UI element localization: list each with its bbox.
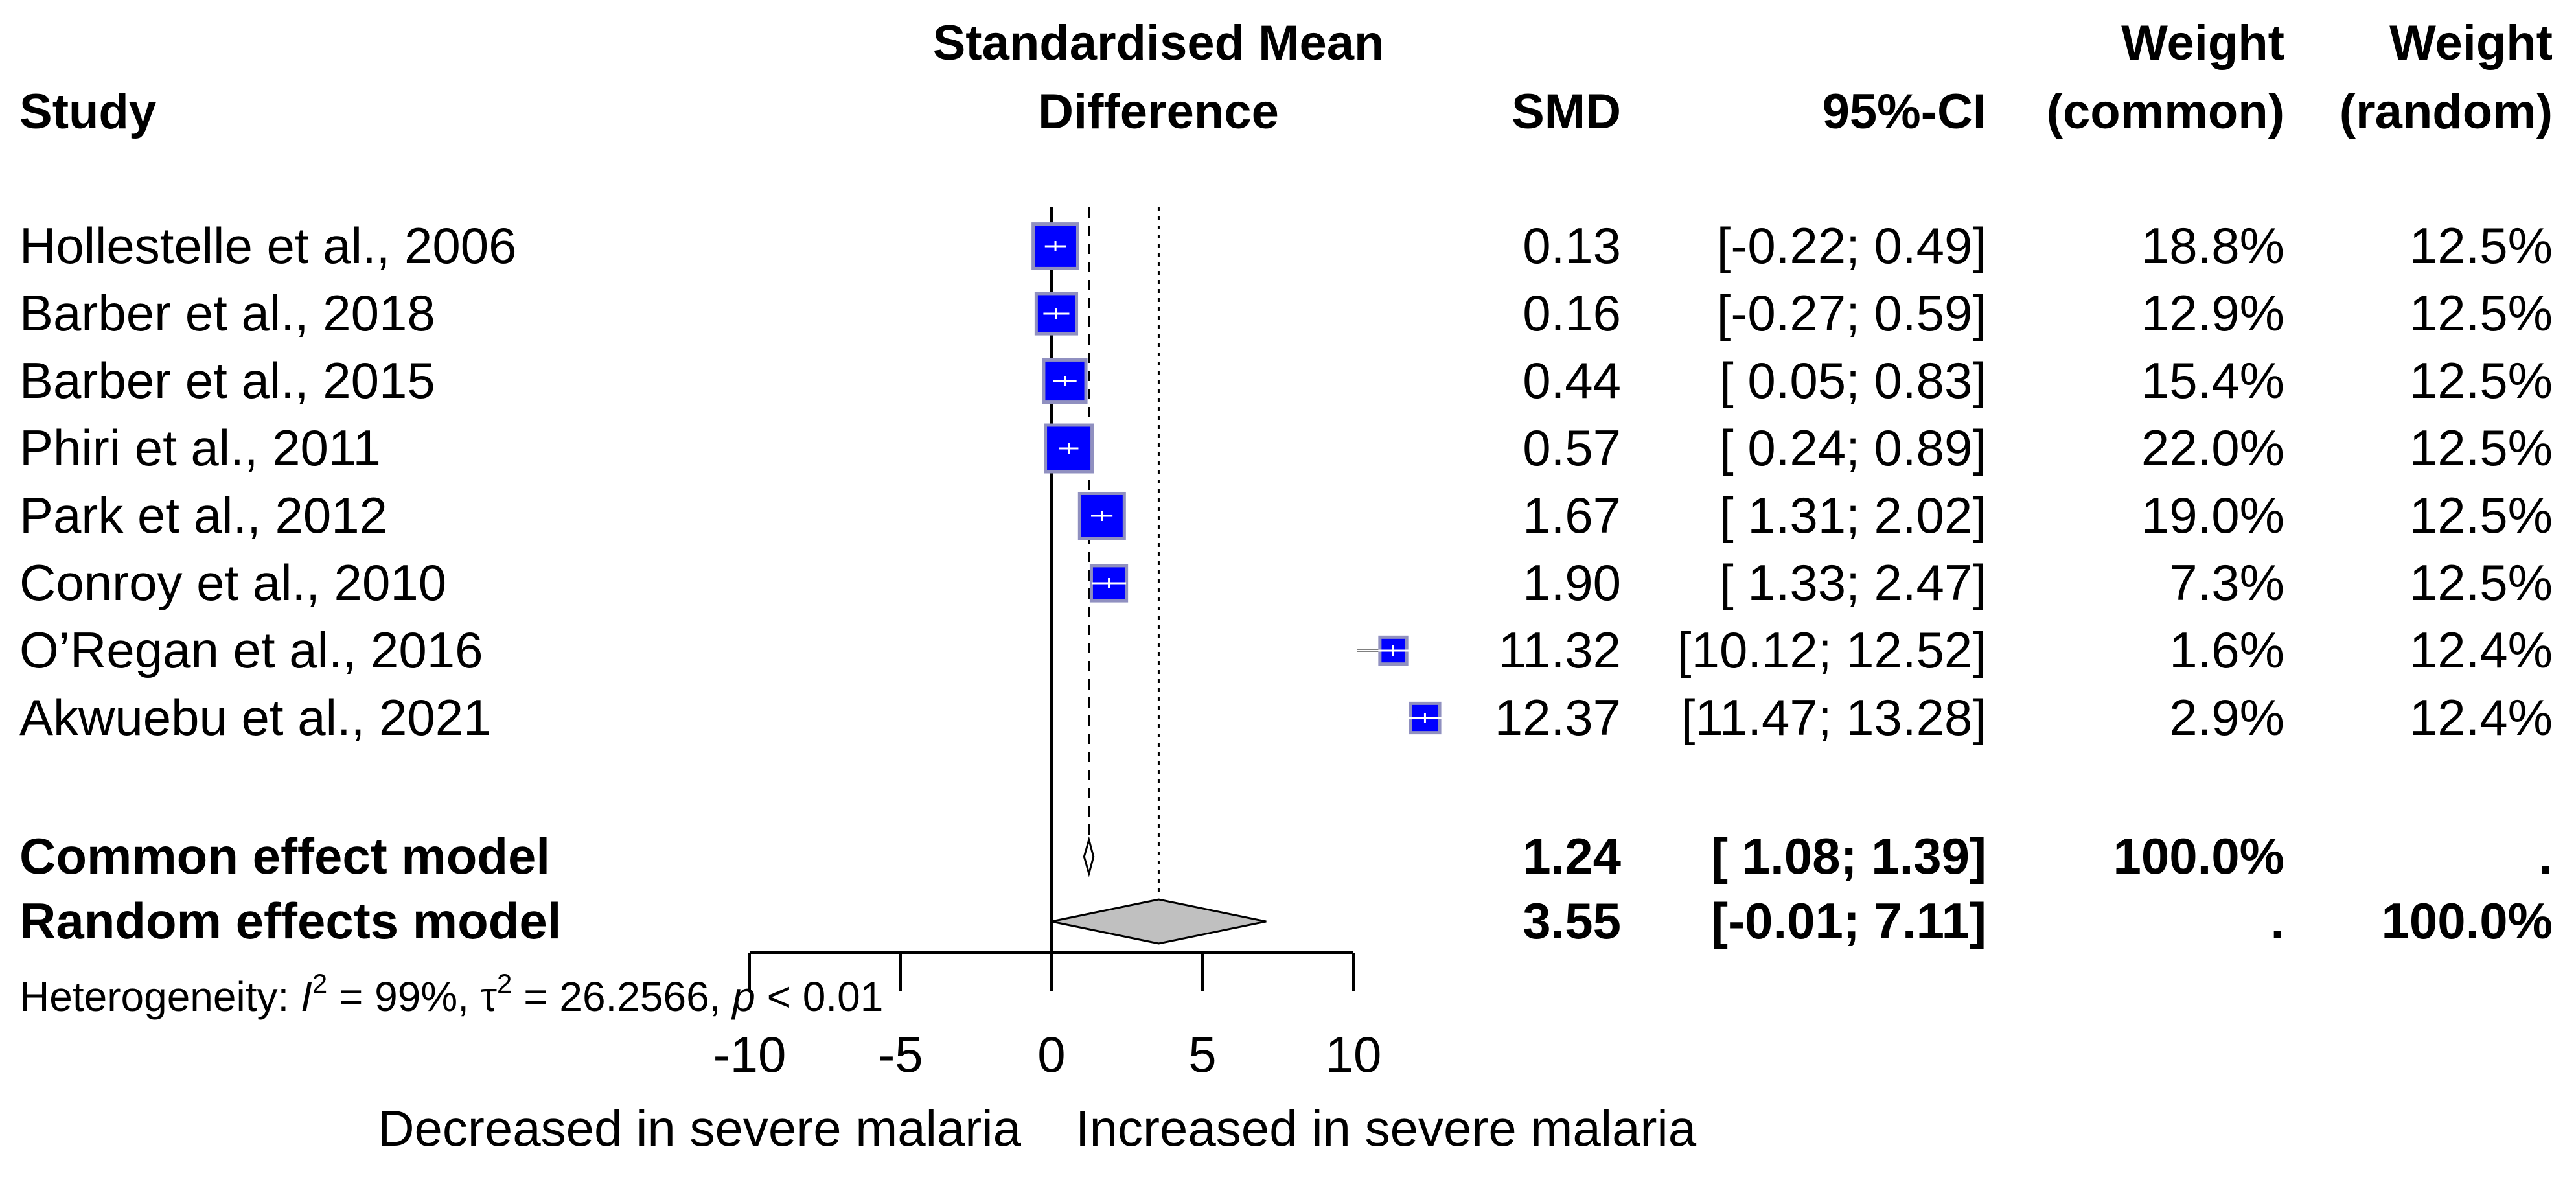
study-ci: [-0.27; 0.59] xyxy=(1717,284,1986,342)
study-weight-random: 12.5% xyxy=(2409,487,2553,544)
study-weight-common: 2.9% xyxy=(2169,689,2284,746)
study-weight-random: 12.4% xyxy=(2409,621,2553,678)
header-weight-common-line2: (common) xyxy=(2047,84,2284,139)
study-smd: 0.44 xyxy=(1523,352,1621,409)
header-plot-title-line1: Standardised Mean xyxy=(933,16,1385,71)
x-axis-tick-label: -5 xyxy=(878,1026,923,1083)
study-ci: [ 0.05; 0.83] xyxy=(1719,352,1986,409)
study-weight-random: 12.5% xyxy=(2409,419,2553,476)
study-name: Barber et al., 2015 xyxy=(19,352,435,409)
study-ci: [10.12; 12.52] xyxy=(1677,621,1986,678)
header-weight-random-line2: (random) xyxy=(2340,84,2553,139)
pooled-weight-random: 100.0% xyxy=(2381,892,2553,949)
study-ci: [-0.22; 0.49] xyxy=(1717,217,1986,274)
header-smd: SMD xyxy=(1512,84,1621,139)
study-row: Barber et al., 2015 0.44 [ 0.05; 0.83] 15.4… xyxy=(19,352,2553,409)
pooled-ci: [-0.01; 7.11] xyxy=(1711,892,1986,949)
study-name: Conroy et al., 2010 xyxy=(19,554,446,611)
study-name: Barber et al., 2018 xyxy=(19,284,435,342)
study-name: Hollestelle et al., 2006 xyxy=(19,217,516,274)
study-square xyxy=(1077,491,1126,540)
study-row: Conroy et al., 2010 1.90 [ 1.33; 2.47] 7.3%… xyxy=(19,554,2553,611)
pooled-row: Common effect model 1.24 [ 1.08; 1.39] 100.… xyxy=(19,828,2553,885)
study-square xyxy=(1089,564,1129,603)
study-weight-common: 15.4% xyxy=(2141,352,2284,409)
study-weight-common: 12.9% xyxy=(2141,284,2284,342)
pooled-rows: Common effect model 1.24 [ 1.08; 1.39] 100.… xyxy=(19,828,2553,949)
x-axis-tick-label: -10 xyxy=(713,1026,787,1083)
x-axis-tick-label: 5 xyxy=(1188,1026,1216,1083)
pooled-weight-common: . xyxy=(2270,892,2284,949)
study-weight-common: 19.0% xyxy=(2141,487,2284,544)
x-axis: -10 -5 0 5 10 xyxy=(713,951,1382,1083)
pooled-smd: 3.55 xyxy=(1523,892,1621,949)
pooled-ci: [ 1.08; 1.39] xyxy=(1711,828,1986,885)
study-ci: [11.47; 13.28] xyxy=(1681,689,1986,746)
study-smd: 12.37 xyxy=(1495,689,1621,746)
x-axis-tick-label: 0 xyxy=(1037,1026,1065,1083)
pooled-name: Random effects model xyxy=(19,892,561,949)
study-row: O’Regan et al., 2016 11.32 [10.12; 12.52] 1… xyxy=(19,621,2553,678)
study-weight-random: 12.5% xyxy=(2409,217,2553,274)
study-ci: [ 0.24; 0.89] xyxy=(1719,419,1986,476)
header-study: Study xyxy=(19,84,156,139)
header-weight-common-line1: Weight xyxy=(2121,16,2284,71)
study-row: Akwuebu et al., 2021 12.37 [11.47; 13.28] 2… xyxy=(19,689,2553,746)
pooled-smd: 1.24 xyxy=(1523,828,1621,885)
study-row: Barber et al., 2018 0.16 [-0.27; 0.59] 12.9… xyxy=(19,284,2553,342)
study-weight-common: 22.0% xyxy=(2141,419,2284,476)
study-name: Park et al., 2012 xyxy=(19,487,387,544)
header-plot-title-line2: Difference xyxy=(1038,84,1279,139)
study-weight-random: 12.4% xyxy=(2409,689,2553,746)
xlabel-right: Increased in severe malaria xyxy=(1075,1100,1697,1157)
pooled-weight-common: 100.0% xyxy=(2113,828,2284,885)
study-row: Park et al., 2012 1.67 [ 1.31; 2.02] 19.0% 1… xyxy=(19,487,2553,544)
study-smd: 0.13 xyxy=(1523,217,1621,274)
study-weight-random: 12.5% xyxy=(2409,554,2553,611)
study-smd: 0.16 xyxy=(1523,284,1621,342)
study-weight-random: 12.5% xyxy=(2409,352,2553,409)
study-ci: [ 1.33; 2.47] xyxy=(1719,554,1986,611)
study-weight-common: 7.3% xyxy=(2169,554,2284,611)
pooled-weight-random: . xyxy=(2538,828,2553,885)
study-ci: [ 1.31; 2.02] xyxy=(1719,487,1986,544)
study-name: Akwuebu et al., 2021 xyxy=(19,689,492,746)
pooled-row: Random effects model 3.55 [-0.01; 7.11]. 10… xyxy=(19,892,2553,949)
study-smd: 1.90 xyxy=(1523,554,1621,611)
study-weight-random: 12.5% xyxy=(2409,284,2553,342)
study-weight-common: 18.8% xyxy=(2141,217,2284,274)
x-axis-tick-label: 10 xyxy=(1326,1026,1382,1083)
study-name: Phiri et al., 2011 xyxy=(19,419,381,476)
study-smd: 1.67 xyxy=(1523,487,1621,544)
xlabel-left: Decreased in severe malaria xyxy=(378,1100,1021,1157)
study-row: Phiri et al., 2011 0.57 [ 0.24; 0.89] 22.0%… xyxy=(19,419,2553,476)
pooled-name: Common effect model xyxy=(19,828,550,885)
pooled-diamond xyxy=(1083,836,1095,877)
heterogeneity-text: Heterogeneity: I2 = 99%, τ2 = 26.2566, p… xyxy=(19,968,883,1020)
header-weight-random-line1: Weight xyxy=(2389,16,2553,71)
study-row: Hollestelle et al., 2006 0.13 [-0.22; 0.49… xyxy=(19,217,2553,274)
study-weight-common: 1.6% xyxy=(2169,621,2284,678)
study-smd: 0.57 xyxy=(1523,419,1621,476)
study-name: O’Regan et al., 2016 xyxy=(19,621,483,678)
study-smd: 11.32 xyxy=(1499,621,1621,678)
header-ci: 95%-CI xyxy=(1823,84,1986,139)
study-rows: Hollestelle et al., 2006 0.13 [-0.22; 0.49… xyxy=(19,217,2553,746)
pooled-diamond xyxy=(1051,898,1267,945)
